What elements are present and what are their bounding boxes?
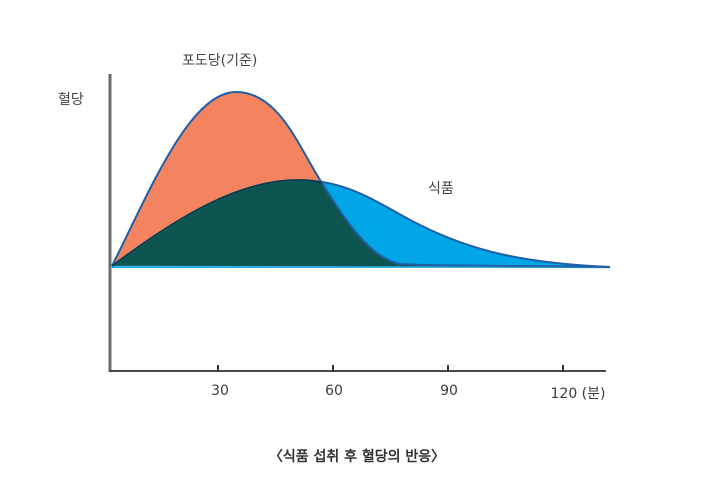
glucose-series-label: 포도당(기준) [182, 53, 258, 69]
x-tick-label-30: 30 [211, 383, 229, 399]
glucose-curve [111, 90, 611, 268]
y-axis-label: 혈당 [58, 92, 84, 108]
x-tick-label-120: 120 (분) [550, 386, 606, 402]
food-series-label: 식품 [428, 181, 454, 197]
x-tick-label-60: 60 [325, 383, 343, 399]
x-tick-label-90: 90 [440, 383, 458, 399]
food-curve-inner [111, 179, 323, 267]
chart-caption: 〈식품 섭취 후 혈당의 반응〉 [268, 449, 446, 465]
baseline [111, 265, 611, 269]
